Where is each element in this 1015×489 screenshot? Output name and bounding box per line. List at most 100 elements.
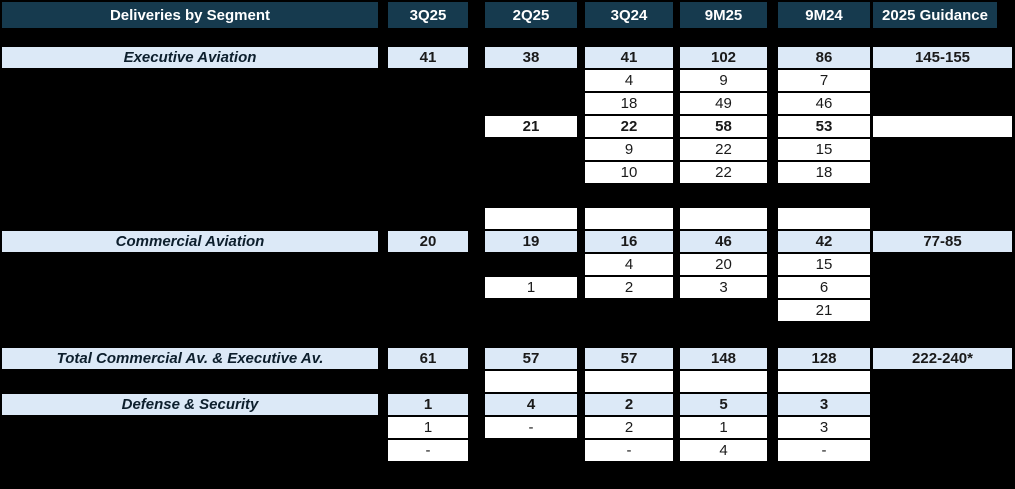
cell-9m25: 22 (680, 139, 767, 160)
cell-3q24: 41 (585, 47, 673, 68)
cell-3q25 (388, 277, 468, 298)
cell-2q25: 19 (485, 231, 577, 252)
segment-row-defense-security: Defense & Security 1 4 2 5 3 (2, 394, 1013, 417)
segment-label-commercial-aviation: Commercial Aviation (2, 231, 378, 252)
cell-guidance (873, 116, 1012, 137)
redacted-label-cell (2, 93, 378, 114)
cell-3q24: 4 (585, 254, 673, 275)
cell-9m25: 3 (680, 277, 767, 298)
redacted-label-cell (2, 371, 378, 392)
cell-guidance: 77-85 (873, 231, 1012, 252)
cell-guidance (873, 440, 1012, 461)
cell-guidance (873, 70, 1012, 91)
redacted-label-cell (2, 70, 378, 91)
cell-2q25: - (485, 417, 577, 438)
row-spacer (2, 30, 1013, 47)
cell-guidance: 222-240* (873, 348, 1012, 369)
segment-row-commercial-aviation: Commercial Aviation 20 19 16 46 42 77-85 (2, 231, 1013, 254)
cell-3q25 (388, 162, 468, 183)
cell-3q25 (388, 371, 468, 392)
cell-3q24 (585, 208, 673, 229)
cell-3q25 (388, 300, 468, 321)
cell-3q25: 20 (388, 231, 468, 252)
segment-label-defense-security: Defense & Security (2, 394, 378, 415)
cell-guidance (873, 300, 1012, 321)
cell-3q24: 4 (585, 70, 673, 91)
cell-guidance (873, 93, 1012, 114)
cell-9m25: 22 (680, 162, 767, 183)
cell-9m24 (778, 371, 870, 392)
cell-9m24: 6 (778, 277, 870, 298)
cell-9m25: 58 (680, 116, 767, 137)
cell-2q25 (485, 208, 577, 229)
cell-2q25 (485, 254, 577, 275)
cell-9m25: 5 (680, 394, 767, 415)
cell-9m24 (778, 208, 870, 229)
cell-9m25 (680, 300, 767, 321)
segment-row-executive-aviation: Executive Aviation 41 38 41 102 86 145-155 (2, 47, 1013, 70)
redacted-label-cell (2, 417, 378, 438)
cell-3q25 (388, 139, 468, 160)
cell-2q25: 38 (485, 47, 577, 68)
cell-2q25 (485, 371, 577, 392)
cell-2q25 (485, 93, 577, 114)
cell-3q25 (388, 116, 468, 137)
cell-9m24: 86 (778, 47, 870, 68)
detail-row: 10 22 18 (2, 162, 1013, 185)
column-header-2q25: 2Q25 (485, 2, 577, 28)
deliveries-by-segment-table: Deliveries by Segment 3Q25 2Q25 3Q24 9M25 9M2… (2, 2, 1013, 463)
cell-3q24: 2 (585, 394, 673, 415)
cell-3q24 (585, 371, 673, 392)
cell-3q24: 16 (585, 231, 673, 252)
cell-9m24: 42 (778, 231, 870, 252)
cell-9m24: 21 (778, 300, 870, 321)
cell-9m24: 7 (778, 70, 870, 91)
table-title-cell: Deliveries by Segment (2, 2, 378, 28)
cell-3q25: - (388, 440, 468, 461)
cell-9m25: 20 (680, 254, 767, 275)
redacted-label-cell (2, 208, 378, 229)
redacted-label-cell (2, 254, 378, 275)
cell-2q25 (485, 139, 577, 160)
cell-9m24: - (778, 440, 870, 461)
cell-guidance (873, 162, 1012, 183)
cell-3q25: 41 (388, 47, 468, 68)
cell-2q25: 1 (485, 277, 577, 298)
cell-9m24: 15 (778, 254, 870, 275)
cell-3q25: 1 (388, 417, 468, 438)
cell-guidance: 145-155 (873, 47, 1012, 68)
segment-row-total-commercial-executive: Total Commercial Av. & Executive Av. 61 57… (2, 348, 1013, 371)
cell-3q24: 18 (585, 93, 673, 114)
cell-9m25: 46 (680, 231, 767, 252)
cell-9m24: 15 (778, 139, 870, 160)
cell-3q24: 2 (585, 277, 673, 298)
cell-3q25 (388, 93, 468, 114)
table-header-row: Deliveries by Segment 3Q25 2Q25 3Q24 9M25 9M2… (2, 2, 1013, 30)
cell-guidance (873, 254, 1012, 275)
redacted-label-cell (2, 277, 378, 298)
cell-2q25: 4 (485, 394, 577, 415)
cell-3q24: - (585, 440, 673, 461)
row-spacer (2, 185, 1013, 208)
cell-9m25: 4 (680, 440, 767, 461)
cell-3q25 (388, 208, 468, 229)
cell-9m25 (680, 208, 767, 229)
cell-2q25 (485, 70, 577, 91)
cell-guidance (873, 371, 1012, 392)
redacted-label-cell (2, 139, 378, 160)
cell-9m24: 3 (778, 417, 870, 438)
row-spacer (2, 323, 1013, 348)
detail-row: 9 22 15 (2, 139, 1013, 162)
cell-3q24: 57 (585, 348, 673, 369)
column-header-3q25: 3Q25 (388, 2, 468, 28)
column-header-9m25: 9M25 (680, 2, 767, 28)
column-header-3q24: 3Q24 (585, 2, 673, 28)
cell-9m25: 148 (680, 348, 767, 369)
segment-label-executive-aviation: Executive Aviation (2, 47, 378, 68)
cell-3q25 (388, 70, 468, 91)
detail-row (2, 371, 1013, 394)
detail-row: 18 49 46 (2, 93, 1013, 116)
cell-2q25 (485, 162, 577, 183)
